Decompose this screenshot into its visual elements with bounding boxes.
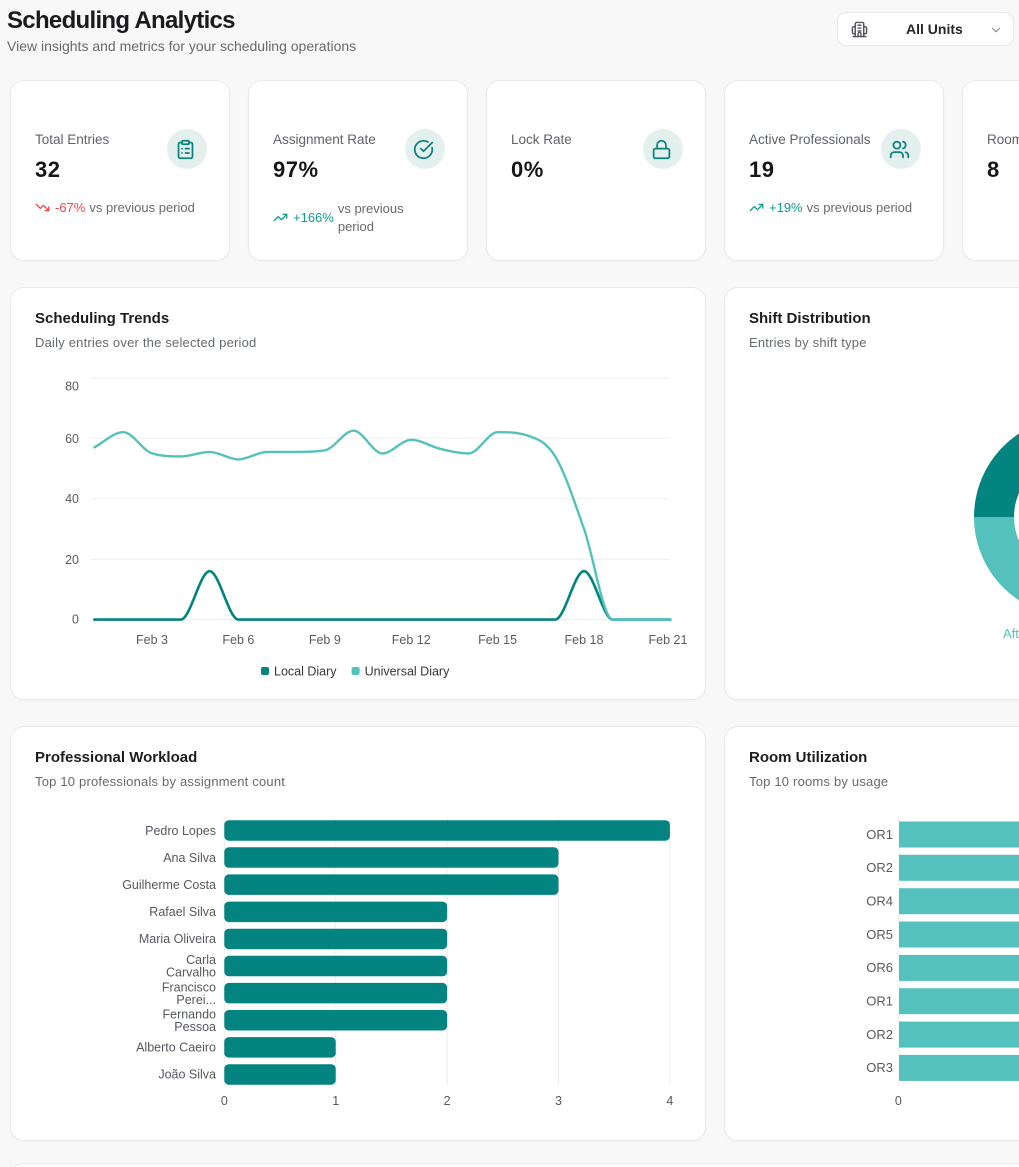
svg-text:4: 4 [666,1094,673,1108]
svg-text:OR5: OR5 [866,927,893,942]
svg-text:Carla: Carla [186,953,216,967]
svg-text:Feb 3: Feb 3 [136,633,168,647]
svg-text:João Silva: João Silva [158,1068,216,1082]
svg-text:Perei...: Perei... [176,993,216,1007]
svg-text:60: 60 [65,432,79,446]
svg-text:OR6: OR6 [866,960,893,975]
svg-text:Rafael Silva: Rafael Silva [149,905,216,919]
svg-text:Maria Oliveira: Maria Oliveira [139,932,216,946]
svg-text:40: 40 [65,492,79,506]
svg-text:0: 0 [221,1094,228,1108]
svg-text:Feb 6: Feb 6 [222,633,254,647]
svg-text:Feb 12: Feb 12 [392,633,431,647]
svg-text:OR2: OR2 [866,1027,893,1042]
svg-text:0: 0 [895,1094,902,1108]
svg-text:2: 2 [444,1094,451,1108]
svg-text:Francisco: Francisco [162,980,216,994]
svg-text:20: 20 [65,553,79,567]
svg-text:Carvalho: Carvalho [166,966,216,980]
svg-text:OR4: OR4 [866,894,893,909]
svg-text:Feb 9: Feb 9 [309,633,341,647]
svg-text:Feb 18: Feb 18 [565,633,604,647]
svg-text:OR1: OR1 [866,994,893,1009]
svg-text:Alberto Caeiro: Alberto Caeiro [136,1041,216,1055]
svg-text:Ana Silva: Ana Silva [163,851,216,865]
svg-text:Pedro Lopes: Pedro Lopes [145,824,216,838]
svg-text:3: 3 [555,1094,562,1108]
svg-text:Afternoon: Afternoon [1003,626,1019,641]
svg-text:Local Diary: Local Diary [274,665,337,679]
svg-text:Feb 21: Feb 21 [649,633,688,647]
svg-text:1: 1 [332,1094,339,1108]
svg-text:Pessoa: Pessoa [174,1020,216,1034]
svg-text:Feb 15: Feb 15 [478,633,517,647]
svg-text:OR2: OR2 [866,860,893,875]
svg-text:OR1: OR1 [866,827,893,842]
svg-text:Fernando: Fernando [162,1007,216,1021]
svg-text:OR3: OR3 [866,1060,893,1075]
svg-text:Universal Diary: Universal Diary [365,665,450,679]
svg-text:80: 80 [65,380,79,394]
svg-text:0: 0 [72,612,79,626]
svg-text:Guilherme Costa: Guilherme Costa [122,878,216,892]
